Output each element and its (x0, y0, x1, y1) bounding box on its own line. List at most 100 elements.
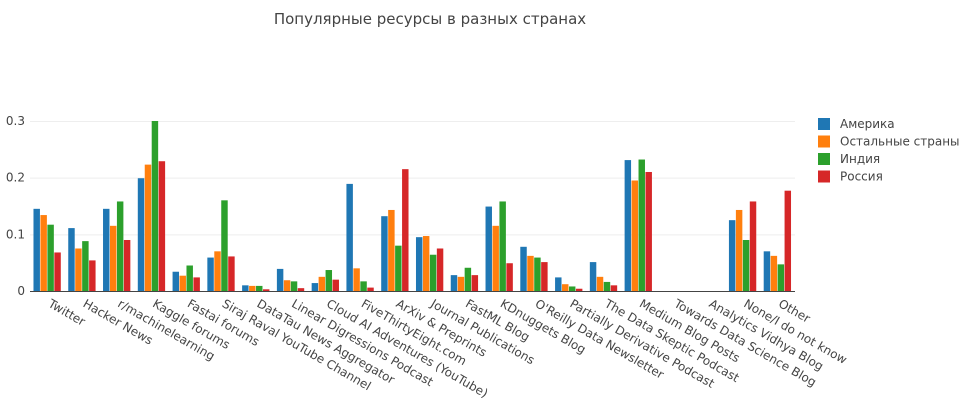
bar (33, 208, 40, 291)
bar (297, 288, 305, 291)
bar (457, 276, 465, 291)
legend-label: Америка (840, 117, 895, 131)
bar (325, 270, 333, 291)
bar (575, 288, 583, 291)
bar (228, 256, 235, 291)
legend-label: Индия (840, 152, 880, 166)
x-tick-label: Twitter (45, 296, 88, 329)
bar (415, 237, 423, 291)
bars (33, 120, 792, 292)
bar (506, 263, 513, 291)
bar (158, 161, 166, 291)
bar (381, 216, 388, 291)
bar (603, 281, 611, 291)
bar (137, 178, 145, 291)
legend-item[interactable]: Индия (818, 152, 880, 166)
bar (283, 280, 291, 291)
bar (172, 271, 180, 291)
bar (82, 241, 89, 291)
bar (276, 268, 284, 291)
bar (450, 275, 458, 291)
bar (395, 245, 402, 291)
bar (499, 201, 506, 291)
bar (436, 248, 444, 291)
bar (367, 287, 374, 291)
bar (541, 262, 548, 291)
bar (784, 190, 792, 291)
bar (492, 225, 499, 291)
bar (610, 285, 618, 291)
legend-swatch (818, 153, 830, 165)
legend-item[interactable]: Остальные страны (818, 135, 960, 149)
y-tick-label: 0.1 (6, 227, 25, 241)
bar (589, 262, 597, 291)
bar (527, 255, 534, 291)
y-tick-label: 0.2 (6, 171, 25, 185)
bar (562, 284, 569, 291)
bar (47, 224, 54, 291)
bar (520, 246, 527, 291)
bar (388, 209, 395, 291)
bar (429, 254, 437, 291)
bar (742, 239, 750, 291)
chart-title: Популярные ресурсы в разных странах (274, 10, 586, 28)
y-tick-label: 0.3 (6, 114, 25, 128)
bar (109, 225, 117, 291)
bar (151, 120, 159, 292)
bar (311, 283, 319, 291)
bar (249, 285, 256, 291)
bar (360, 281, 367, 291)
legend-item[interactable]: Америка (818, 117, 895, 131)
bar (464, 267, 472, 291)
bar (346, 183, 353, 291)
legend: Америка Остальные страны Индия Россия (818, 117, 960, 184)
bar (749, 201, 757, 291)
bar (555, 277, 562, 291)
bar (485, 206, 492, 291)
bar (534, 257, 541, 291)
bar (728, 220, 736, 291)
bar (624, 160, 632, 291)
bar (631, 180, 639, 291)
bar (54, 252, 61, 291)
bar (123, 239, 131, 291)
legend-item[interactable]: Россия (818, 170, 883, 184)
bar (332, 279, 339, 291)
bar (89, 260, 96, 291)
bar (770, 255, 778, 291)
bar (221, 200, 228, 291)
bar (144, 164, 152, 291)
bar (568, 286, 576, 291)
bar (777, 264, 785, 291)
bar (207, 257, 214, 291)
bar (422, 236, 430, 291)
bar (645, 171, 652, 291)
bar (262, 289, 270, 291)
bar (735, 209, 743, 291)
bar (214, 251, 221, 291)
bar (75, 248, 82, 291)
bar (763, 251, 771, 291)
y-axis-ticks: 0 0.1 0.2 0.3 (6, 114, 25, 298)
legend-swatch (818, 135, 830, 148)
bar (290, 281, 298, 291)
legend-swatch (818, 118, 830, 130)
bar (116, 201, 124, 291)
bar (40, 215, 47, 291)
bar (318, 276, 326, 291)
bar (402, 169, 409, 291)
y-tick-label: 0 (17, 284, 25, 298)
legend-label: Остальные страны (840, 135, 960, 149)
bar (68, 228, 75, 291)
legend-swatch (818, 170, 830, 183)
legend-label: Россия (840, 170, 883, 184)
bar (186, 265, 193, 291)
bar (242, 285, 249, 291)
bar (103, 208, 110, 291)
bar (193, 277, 200, 291)
bar (256, 285, 263, 291)
bar (638, 159, 645, 291)
bar (596, 276, 604, 291)
